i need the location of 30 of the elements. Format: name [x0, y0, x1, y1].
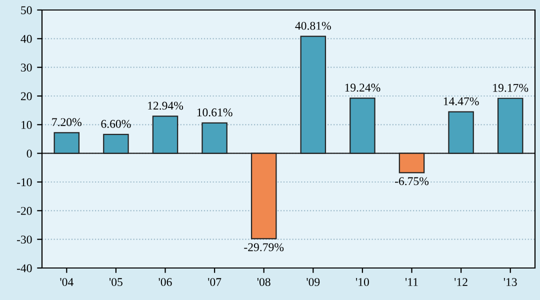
y-tick-label: -30: [16, 236, 32, 244]
y-tick-label: -40: [16, 264, 32, 272]
data-label: 19.17%: [493, 84, 528, 92]
x-tick-label: '13: [504, 278, 517, 286]
x-tick-label: '11: [406, 278, 418, 286]
x-tick-label: '10: [356, 278, 369, 286]
y-tick-label: 30: [21, 64, 32, 72]
data-label: 10.61%: [197, 108, 232, 116]
y-tick-label: 10: [22, 120, 32, 129]
data-label: -6.75%: [394, 177, 429, 186]
y-tick-label: -20: [16, 206, 32, 215]
y-tick-label: 20: [20, 92, 32, 100]
data-label: -29.79%: [244, 243, 284, 252]
data-label: 14.47%: [444, 97, 479, 106]
x-tick-label: '05: [109, 278, 122, 286]
x-tick-label: '12: [454, 278, 468, 286]
x-tick-label: '09: [306, 278, 320, 286]
y-tick-label: 0: [26, 150, 32, 158]
data-label: 6.60%: [101, 120, 131, 128]
x-tick-label: '07: [208, 278, 222, 286]
x-tick-label: '06: [158, 278, 172, 286]
x-tick-label: '08: [257, 278, 270, 286]
data-label: 40.81%: [295, 22, 331, 30]
data-label: 7.20%: [52, 118, 82, 126]
y-tick-label: 50: [21, 6, 32, 14]
x-tick-label: '04: [60, 278, 74, 286]
y-tick-label: 40: [20, 34, 32, 43]
y-tick-label: -10: [16, 178, 32, 186]
data-label: 12.94%: [148, 102, 184, 110]
data-label: 19.24%: [345, 84, 380, 92]
